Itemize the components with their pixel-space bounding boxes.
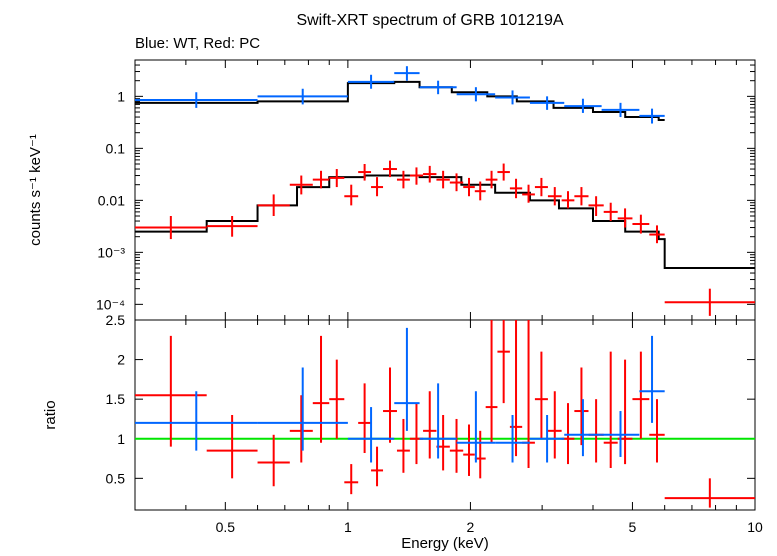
pc-ratio-point: [313, 336, 329, 443]
pc-data-point: [207, 216, 258, 237]
y-tick-label-top: 1: [117, 88, 125, 104]
wt-data-point: [394, 66, 419, 80]
chart-subtitle: Blue: WT, Red: PC: [135, 35, 260, 52]
pc-ratio-point: [463, 425, 475, 476]
spectrum-chart: Swift-XRT spectrum of GRB 101219A Blue: …: [0, 0, 777, 556]
pc-data-point: [313, 171, 329, 189]
pc-ratio-point: [329, 360, 344, 439]
x-tick-label: 5: [629, 519, 637, 535]
pc-ratio-point: [535, 352, 548, 439]
pc-ratio-point: [632, 352, 649, 439]
pc-ratio-point: [486, 320, 498, 443]
pc-data-point: [535, 178, 548, 196]
y-axis-label-bottom: ratio: [42, 400, 59, 429]
pc-ratio-point: [665, 478, 755, 507]
pc-data-point: [329, 169, 344, 187]
pc-data-point: [510, 179, 522, 198]
pc-ratio-point: [497, 320, 509, 403]
pc-ratio-point: [450, 419, 463, 473]
ratio-panel: 0.5 1 2 5 10 0.5 1 1.5 2 2.5: [106, 312, 763, 535]
pc-data-point: [665, 289, 755, 316]
pc-data-point: [618, 208, 633, 227]
pc-ratio-point: [358, 383, 371, 453]
pc-data-point: [290, 176, 313, 195]
pc-ratio-point: [371, 447, 383, 487]
pc-data-point: [589, 196, 604, 216]
pc-ratio-point: [290, 395, 313, 462]
wt-ratio-point: [639, 336, 664, 423]
y-tick-label-top: 10⁻⁴: [96, 296, 125, 312]
pc-ratio-point: [258, 435, 290, 486]
pc-ratio-point: [589, 399, 604, 462]
pc-ratio-point: [604, 352, 618, 468]
pc-ratio-point: [383, 368, 397, 443]
wt-ratio-point: [135, 391, 258, 450]
pc-ratio-point: [548, 391, 562, 458]
pc-ratio-point: [344, 464, 358, 494]
y-tick-label-bot: 1: [117, 431, 125, 447]
y-tick-label-top: 0.1: [106, 140, 126, 156]
x-tick-label: 1: [344, 519, 352, 535]
x-axis-label: Energy (keV): [401, 535, 489, 552]
wt-ratio-point: [420, 383, 457, 458]
pc-ratio-point: [207, 415, 258, 478]
pc-ratio-point: [410, 403, 423, 464]
pc-data-point: [604, 203, 618, 221]
pc-data-point: [436, 171, 449, 189]
wt-data-point: [135, 92, 258, 108]
y-tick-label-top: 10⁻³: [97, 244, 125, 260]
pc-data-point: [562, 191, 575, 208]
x-tick-label: 0.5: [216, 519, 236, 535]
wt-data-point: [457, 87, 495, 101]
pc-data-point: [344, 185, 358, 206]
model-pc: [135, 176, 755, 268]
pc-data-point: [649, 225, 664, 243]
pc-data-point: [463, 178, 475, 196]
wt-ratio-point: [457, 391, 495, 462]
pc-ratio-point: [522, 320, 535, 468]
pc-data-point: [497, 164, 509, 181]
chart-title: Swift-XRT spectrum of GRB 101219A: [296, 12, 563, 29]
y-axis-label-top: counts s⁻¹ keV⁻¹: [27, 134, 44, 246]
wt-ratio-point: [348, 407, 394, 462]
wt-data-point: [348, 75, 394, 89]
pc-data-point: [423, 166, 436, 183]
pc-data-point: [450, 173, 463, 191]
pc-data-point: [135, 216, 207, 239]
pc-data-point: [397, 171, 410, 189]
pc-ratio-point: [574, 368, 588, 446]
y-tick-label-bot: 1.5: [106, 391, 126, 407]
y-tick-label-bot: 0.5: [106, 470, 126, 486]
wt-ratio-point: [530, 415, 564, 463]
pc-ratio-point: [562, 403, 575, 464]
pc-data-point: [410, 167, 423, 184]
y-tick-label-bot: 2.5: [106, 312, 126, 328]
x-tick-label: 2: [467, 519, 475, 535]
chart-svg: Swift-XRT spectrum of GRB 101219A Blue: …: [0, 0, 777, 556]
wt-data-point: [639, 109, 664, 124]
pc-data-point: [574, 187, 588, 205]
x-tick-label: 10: [747, 519, 763, 535]
y-tick-label-top: 0.01: [98, 192, 125, 208]
pc-data-point: [258, 194, 290, 216]
wt-data-point: [602, 103, 640, 117]
pc-ratio-point: [423, 391, 436, 458]
pc-data-point: [371, 177, 383, 196]
y-tick-label-bot: 2: [117, 352, 125, 368]
pc-ratio-point: [397, 419, 410, 473]
spectrum-panel: 10⁻⁴ 10⁻³ 0.01 0.1 1: [96, 60, 755, 320]
wt-ratio-point: [602, 411, 640, 457]
wt-data-point: [564, 99, 601, 113]
